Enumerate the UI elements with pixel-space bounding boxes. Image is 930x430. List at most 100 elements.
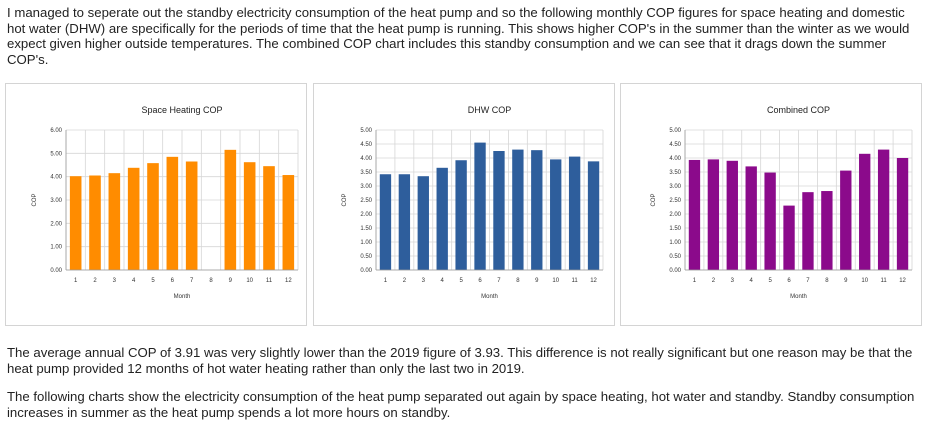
x-tick-label: 6 bbox=[787, 278, 791, 284]
bar-month-7 bbox=[493, 151, 505, 270]
x-tick-label: 11 bbox=[881, 278, 888, 284]
y-axis-label: COP bbox=[651, 193, 657, 206]
x-tick-label: 1 bbox=[384, 278, 388, 284]
x-axis-label: Month bbox=[790, 294, 807, 300]
bar-month-9 bbox=[224, 149, 237, 270]
bar-month-9 bbox=[840, 170, 852, 270]
space-heating-cop-svg: Space Heating COP 0.00 1.00 2.00 3.00 4.00 5.0… bbox=[32, 105, 299, 300]
x-tick-label: 3 bbox=[422, 278, 426, 284]
y-tick-label: 0.50 bbox=[360, 254, 372, 260]
bar-month-3 bbox=[726, 160, 738, 270]
outro-paragraph: The following charts show the electricit… bbox=[7, 389, 915, 420]
y-tick-label: 3.50 bbox=[360, 170, 372, 176]
x-tick-label: 9 bbox=[229, 278, 233, 284]
x-tick-label: 2 bbox=[93, 278, 97, 284]
intro-paragraph: I managed to seperate out the standby el… bbox=[7, 5, 910, 67]
x-tick-label: 7 bbox=[806, 278, 810, 284]
bar-month-1 bbox=[688, 159, 701, 270]
y-tick-label: 0.50 bbox=[669, 254, 681, 260]
x-tick-label: 9 bbox=[535, 278, 539, 284]
bar-month-8 bbox=[512, 149, 524, 270]
x-tick-label: 12 bbox=[590, 278, 597, 284]
y-tick-label: 1.00 bbox=[50, 245, 62, 251]
combined-cop-chart: Combined COP 0.00 0.50 1.00 1.50 2.00 2.50 3.00… bbox=[620, 83, 922, 326]
y-tick-label: 4.50 bbox=[669, 142, 681, 148]
bar-month-2 bbox=[89, 175, 101, 270]
bar-month-9 bbox=[531, 150, 543, 270]
y-tick-label: 4.00 bbox=[669, 156, 681, 162]
y-tick-label: 0.00 bbox=[50, 268, 62, 274]
y-tick-label: 3.00 bbox=[360, 184, 372, 190]
chart-title: DHW COP bbox=[468, 105, 512, 115]
x-tick-label: 3 bbox=[113, 278, 117, 284]
bar-month-6 bbox=[783, 205, 795, 270]
bar-month-5 bbox=[764, 172, 776, 270]
bar-month-3 bbox=[108, 173, 121, 270]
y-tick-label: 2.00 bbox=[360, 212, 372, 218]
combined-cop-svg: Combined COP 0.00 0.50 1.00 1.50 2.00 2.50 3.00… bbox=[651, 105, 913, 300]
y-axis-label: COP bbox=[32, 193, 38, 206]
x-tick-label: 3 bbox=[731, 278, 735, 284]
bar-month-7 bbox=[802, 192, 814, 270]
bar-month-11 bbox=[263, 166, 275, 270]
dhw-cop-svg: DHW COP 0.00 0.50 1.00 1.50 2.00 2.50 3.00 3.50 4… bbox=[342, 105, 604, 300]
bar-month-4 bbox=[745, 166, 757, 270]
y-tick-label: 3.00 bbox=[669, 184, 681, 190]
x-tick-label: 8 bbox=[209, 278, 213, 284]
y-tick-label: 3.50 bbox=[669, 170, 681, 176]
y-tick-label: 1.00 bbox=[669, 240, 681, 246]
bar-month-4 bbox=[127, 167, 140, 270]
x-tick-label: 4 bbox=[132, 278, 136, 284]
x-tick-label: 10 bbox=[861, 278, 868, 284]
y-tick-label: 2.50 bbox=[360, 198, 372, 204]
chart-title: Space Heating COP bbox=[141, 105, 222, 115]
bar-month-8 bbox=[821, 191, 833, 270]
x-tick-label: 12 bbox=[285, 278, 292, 284]
bar-month-11 bbox=[877, 149, 890, 270]
y-tick-label: 0.00 bbox=[669, 268, 681, 274]
x-tick-label: 1 bbox=[74, 278, 78, 284]
x-tick-label: 5 bbox=[768, 278, 772, 284]
y-tick-label: 4.50 bbox=[360, 142, 372, 148]
bar-month-1 bbox=[379, 174, 392, 270]
bar-month-12 bbox=[587, 161, 600, 270]
bar-month-2 bbox=[398, 174, 411, 270]
x-tick-label: 8 bbox=[516, 278, 520, 284]
y-tick-label: 6.00 bbox=[50, 128, 62, 134]
summary-paragraph: The average annual COP of 3.91 was very … bbox=[7, 345, 913, 376]
x-tick-label: 8 bbox=[825, 278, 829, 284]
bar-month-12 bbox=[896, 158, 909, 270]
bar-month-3 bbox=[417, 176, 429, 270]
y-tick-label: 3.00 bbox=[50, 198, 62, 204]
bar-month-10 bbox=[550, 159, 562, 270]
y-tick-label: 5.00 bbox=[50, 151, 62, 157]
bar-month-12 bbox=[282, 175, 295, 270]
x-tick-label: 12 bbox=[899, 278, 906, 284]
x-tick-label: 11 bbox=[572, 278, 579, 284]
x-tick-label: 10 bbox=[552, 278, 559, 284]
x-tick-label: 4 bbox=[750, 278, 754, 284]
x-tick-label: 5 bbox=[151, 278, 155, 284]
bar-month-6 bbox=[166, 156, 179, 270]
x-axis-label: Month bbox=[174, 294, 191, 300]
x-tick-label: 4 bbox=[441, 278, 445, 284]
bar-month-10 bbox=[859, 153, 871, 270]
x-tick-label: 7 bbox=[190, 278, 194, 284]
x-tick-label: 2 bbox=[712, 278, 716, 284]
y-tick-label: 2.00 bbox=[669, 212, 681, 218]
x-tick-label: 6 bbox=[478, 278, 482, 284]
y-tick-label: 1.50 bbox=[360, 226, 372, 232]
y-tick-label: 2.00 bbox=[50, 221, 62, 227]
x-axis-label: Month bbox=[481, 294, 498, 300]
bar-month-5 bbox=[147, 163, 159, 270]
x-tick-label: 10 bbox=[246, 278, 253, 284]
bar-month-4 bbox=[436, 167, 448, 270]
y-axis-label: COP bbox=[342, 193, 348, 206]
y-tick-label: 2.50 bbox=[669, 198, 681, 204]
dhw-cop-chart: DHW COP 0.00 0.50 1.00 1.50 2.00 2.50 3.00 3.50 4… bbox=[313, 83, 615, 326]
bar-month-2 bbox=[707, 159, 720, 270]
x-tick-label: 11 bbox=[266, 278, 273, 284]
x-tick-label: 2 bbox=[403, 278, 407, 284]
y-tick-label: 4.00 bbox=[360, 156, 372, 162]
bar-month-7 bbox=[185, 161, 198, 270]
